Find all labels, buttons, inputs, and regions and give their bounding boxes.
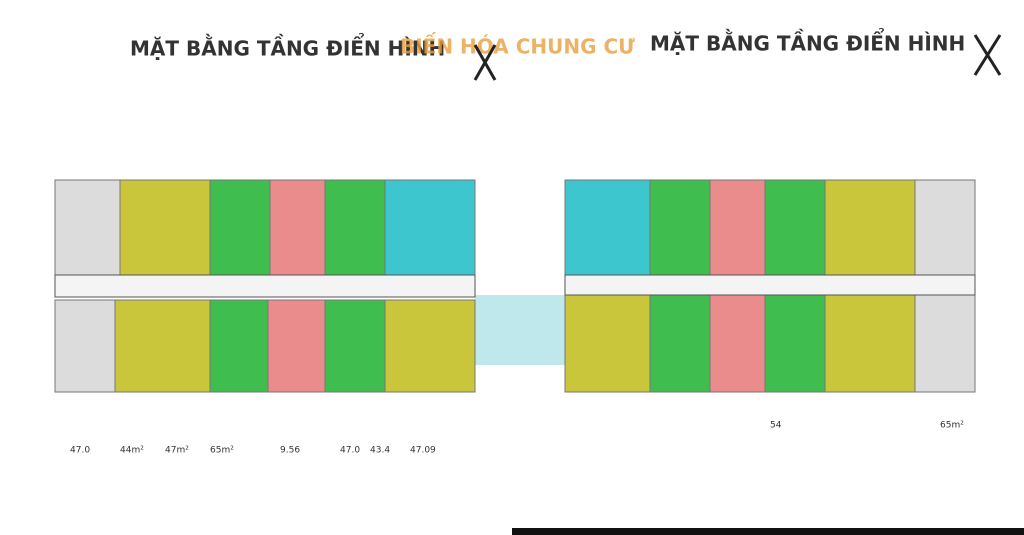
apartment-unit [54, 299, 116, 393]
apartment-unit [824, 294, 916, 393]
apartment-unit [267, 299, 326, 393]
title-right: MẶT BẰNG TẦNG ĐIỂN HÌNH [650, 30, 965, 56]
apartment-unit [649, 179, 711, 276]
apartment-unit [649, 294, 711, 393]
apartment-unit [764, 294, 826, 393]
apartment-unit [564, 179, 651, 276]
lobby [475, 295, 565, 365]
apartment-unit [824, 179, 916, 276]
area-label: 65m² [940, 421, 964, 431]
apartment-unit [564, 294, 651, 393]
area-label: 47m² [165, 446, 189, 456]
area-label: 47.0 [70, 446, 90, 456]
apartment-unit [709, 179, 766, 276]
apartment-unit [209, 299, 269, 393]
area-label: 54 [770, 421, 782, 431]
apartment-unit [54, 179, 121, 276]
overlay-title: BIẾN HÓA CHUNG CƯ [400, 33, 635, 59]
apartment-unit [764, 179, 826, 276]
apartment-unit [324, 299, 386, 393]
apartment-unit [209, 179, 271, 276]
apartment-unit [114, 299, 211, 393]
area-label: 43.4 [370, 446, 390, 456]
area-label: 65m² [210, 446, 234, 456]
area-label: 47.09 [410, 446, 436, 456]
apartment-unit [384, 299, 476, 393]
apartment-unit [914, 294, 976, 393]
corridor [54, 274, 476, 298]
apartment-unit [269, 179, 326, 276]
area-label: 44m² [120, 446, 144, 456]
apartment-unit [324, 179, 386, 276]
bottom-bar [512, 528, 1024, 535]
apartment-unit [709, 294, 766, 393]
apartment-unit [384, 179, 476, 276]
title-left: MẶT BẰNG TẦNG ĐIỂN HÌNH [130, 35, 445, 61]
compass [473, 34, 1002, 81]
apartment-unit [914, 179, 976, 276]
area-label: 47.0 [340, 446, 360, 456]
corridor [564, 274, 976, 296]
area-label: 9.56 [280, 446, 300, 456]
apartment-unit [119, 179, 211, 276]
